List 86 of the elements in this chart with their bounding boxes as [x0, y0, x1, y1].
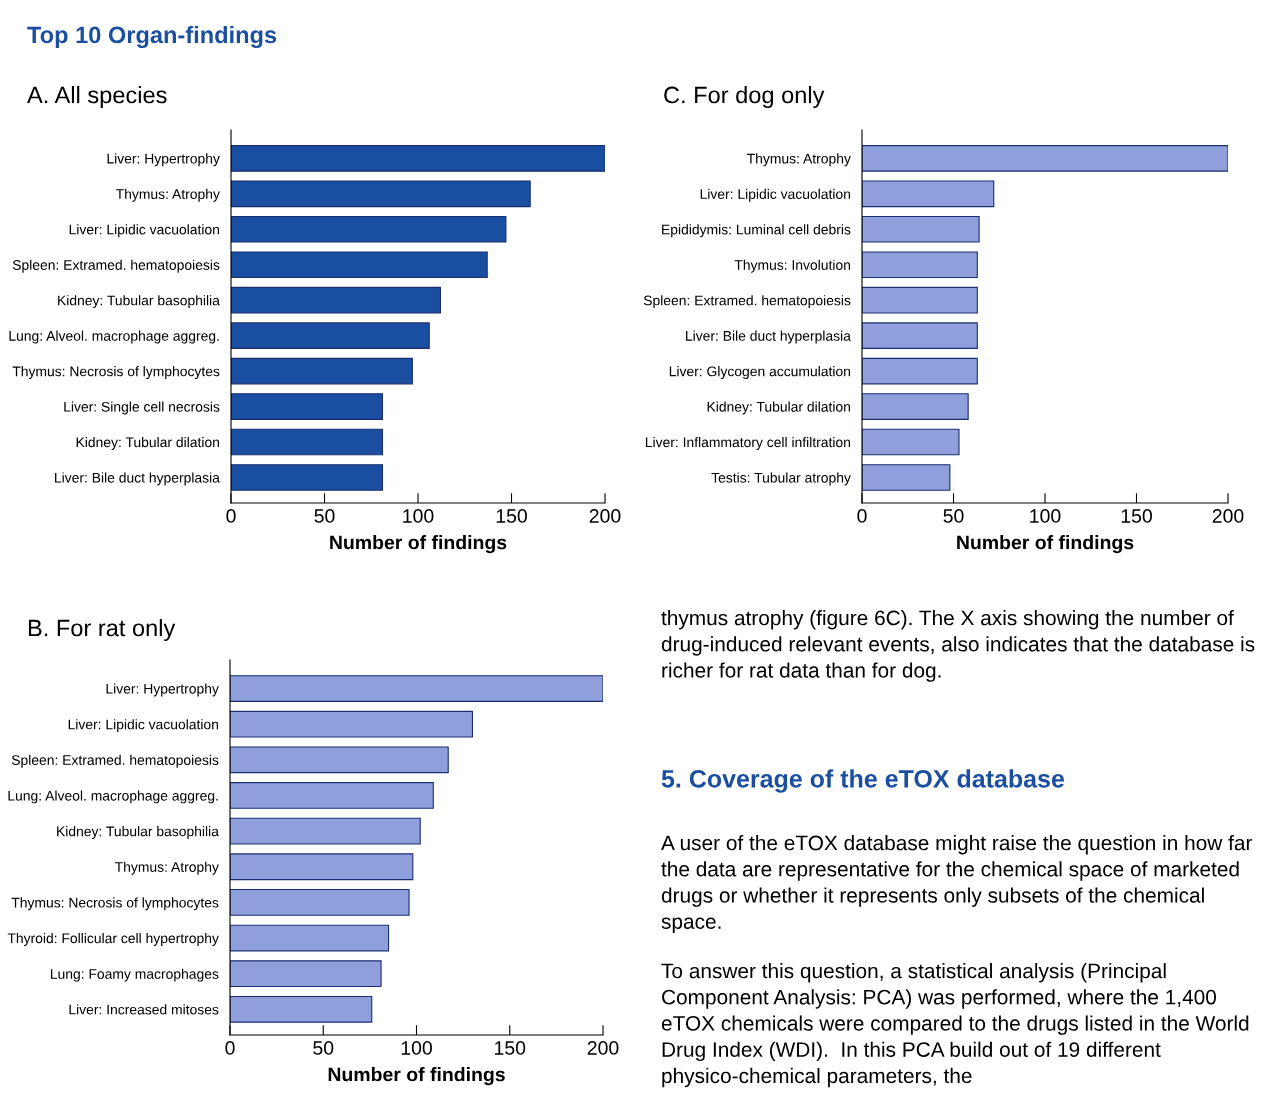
y-tick-label: Liver: Inflammatory cell infiltration: [645, 436, 850, 450]
bar: [231, 145, 605, 172]
y-tick-label: Testis: Tubular atrophy: [711, 472, 851, 486]
x-tick-label: 150: [1121, 509, 1152, 523]
x-tick-label: 50: [314, 509, 335, 523]
bar: [231, 322, 430, 349]
bar: [230, 995, 373, 1023]
y-tick-label: Spleen: Extramed. hematopoiesis: [12, 259, 220, 273]
bar: [230, 710, 474, 738]
y-tick-label: Spleen: Extramed. hematopoiesis: [643, 295, 851, 309]
y-tick-label: Liver: Bile duct hyperplasia: [686, 330, 851, 344]
chart-subtitle: B. For rat only: [28, 618, 176, 642]
bar: [231, 393, 384, 420]
chart-title: Top 10 Organ-findings: [27, 25, 277, 49]
y-tick-label: Thymus: Atrophy: [747, 153, 851, 167]
y-tick-label: Kidney: Tubular basophilia: [57, 826, 219, 840]
bar: [862, 393, 969, 420]
bar: [862, 464, 951, 491]
bar: [862, 145, 1228, 172]
y-tick-label: Lung: Alveol. macrophage aggreg.: [8, 790, 218, 804]
text: thymus atrophy (figure 6C). The X axis showing the number of drug-induced relevant events, also indicates that the database is richer for rat data than for dog.: [661, 610, 1255, 682]
x-tick-label: 0: [857, 509, 867, 523]
y-tick-label: Kidney: Tubular dilation: [76, 436, 219, 450]
y-tick-label: Epididymis: Luminal cell debris: [662, 224, 851, 238]
bar: [230, 853, 414, 881]
bar: [231, 215, 507, 243]
x-axis-title: Number of findings: [957, 535, 1134, 554]
bar: [230, 746, 449, 774]
y-tick-label: Spleen: Extramed. hematopoiesis: [11, 754, 219, 768]
y-tick-label: Lung: Foamy macrophages: [50, 968, 219, 982]
y-tick-label: Thymus: Atrophy: [115, 861, 219, 875]
text: To answer this question, a statistical analysis (Principal Component Analysis: PCA) was performed, where the 1,400 eTOX chemicals were compared to the drugs listed in the World Drug Index (WDI). In this PCA build out of 19 different physico-chemical parameters, the: [661, 963, 1249, 1088]
bar: [230, 924, 390, 952]
x-tick-label: 200: [1212, 509, 1244, 523]
y-tick-label: Liver: Lipidic vacuolation: [68, 719, 218, 733]
y-tick-label: Liver: Single cell necrosis: [64, 401, 220, 415]
chart-subtitle: C. For dog only: [664, 86, 825, 108]
bar: [862, 215, 980, 243]
x-axis-title: Number of findings: [330, 535, 507, 554]
y-tick-label: Lung: Alveol. macrophage aggreg.: [9, 330, 219, 344]
y-tick-label: Thyroid: Follicular cell hypertrophy: [7, 933, 219, 946]
bar: [231, 251, 488, 279]
y-tick-label: Thymus: Involution: [734, 259, 850, 273]
x-tick-label: 200: [587, 1041, 619, 1055]
chart-subtitle: A. All species: [27, 86, 167, 108]
y-tick-label: Liver: Glycogen accumulation: [669, 366, 850, 380]
bar: [231, 464, 384, 491]
x-tick-label: 50: [943, 509, 964, 523]
bar: [230, 817, 421, 845]
x-tick-label: 150: [496, 509, 527, 523]
bar: [862, 251, 978, 279]
x-tick-label: 100: [403, 509, 434, 523]
y-tick-label: Kidney: Tubular basophilia: [58, 295, 220, 309]
bar: [862, 180, 995, 208]
x-tick-label: 200: [589, 509, 621, 523]
x-tick-label: 100: [401, 1041, 432, 1055]
bar: [862, 322, 978, 349]
bar: [862, 428, 960, 456]
bar: [231, 286, 441, 314]
bar: [231, 180, 531, 208]
y-tick-label: Liver: Lipidic vacuolation: [700, 188, 850, 202]
bar: [230, 889, 410, 916]
y-tick-label: Thymus: Atrophy: [116, 188, 220, 202]
y-tick-label: Thymus: Necrosis of lymphocytes: [11, 897, 219, 911]
y-tick-label: Liver: Hypertrophy: [107, 153, 220, 167]
x-tick-label: 0: [225, 1041, 235, 1055]
bar: [862, 357, 978, 385]
bar: [230, 960, 382, 988]
text: A user of the eTOX database might raise the question in how far the data are representative for the chemical space of marketed drugs or whether it represents only subsets of the chemical space.: [661, 835, 1253, 934]
y-tick-label: Kidney: Tubular dilation: [707, 401, 850, 415]
bar: [230, 675, 603, 702]
y-tick-label: Liver: Increased mitoses: [69, 1004, 219, 1015]
bar: [230, 782, 434, 809]
x-tick-label: 150: [495, 1041, 526, 1055]
text: 5. Coverage of the eTOX database: [661, 769, 1065, 793]
x-tick-label: 0: [226, 509, 236, 523]
y-tick-label: Thymus: Necrosis of lymphocytes: [12, 366, 220, 380]
bar: [862, 286, 978, 314]
bar: [231, 428, 384, 456]
y-tick-label: Liver: Hypertrophy: [106, 683, 219, 697]
y-tick-label: Liver: Bile duct hyperplasia: [55, 472, 220, 486]
y-tick-label: Liver: Lipidic vacuolation: [69, 224, 219, 238]
x-tick-label: 100: [1030, 509, 1061, 523]
x-axis-title: Number of findings: [328, 1067, 505, 1086]
x-tick-label: 50: [313, 1041, 334, 1055]
bar: [231, 357, 413, 385]
